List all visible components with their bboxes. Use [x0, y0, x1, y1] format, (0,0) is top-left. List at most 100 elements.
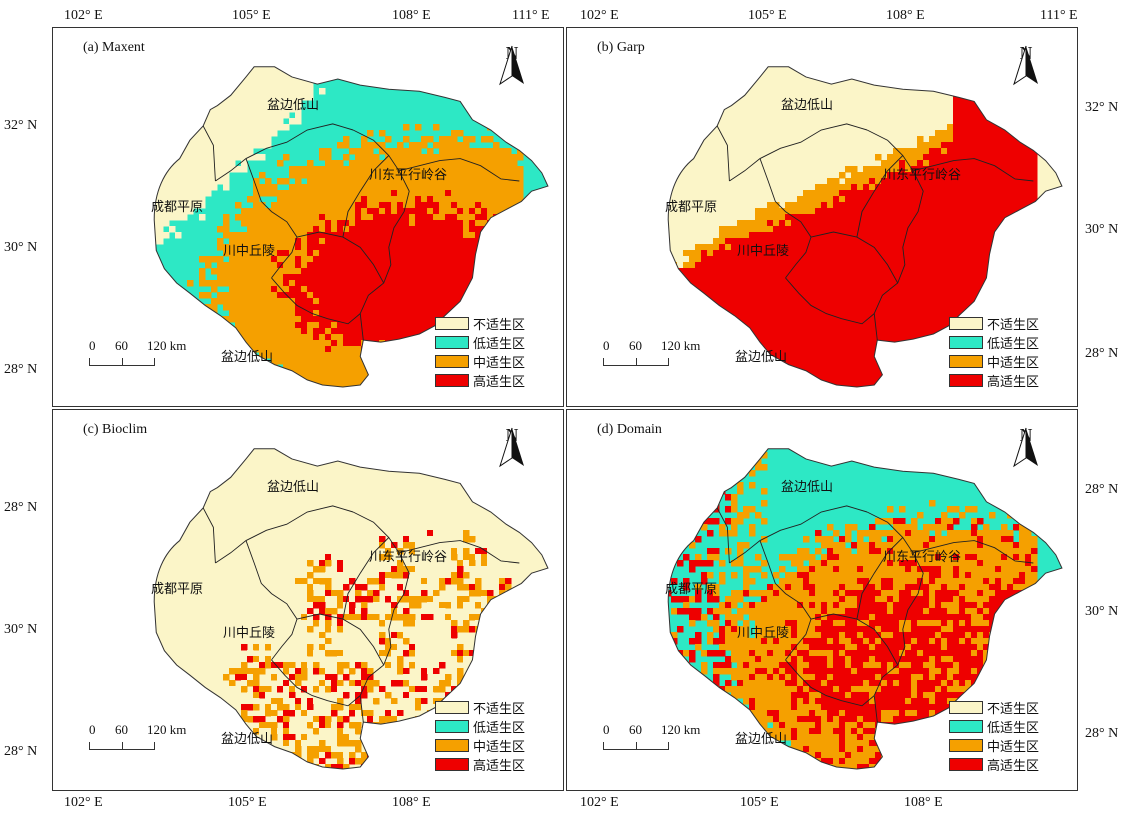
suitability-cell	[653, 244, 660, 251]
suitability-cell	[779, 232, 786, 239]
suitability-cell	[235, 232, 242, 239]
suitability-cell	[971, 184, 978, 191]
suitability-cell	[1001, 172, 1008, 179]
suitability-cell	[409, 298, 416, 305]
suitability-cell	[193, 124, 200, 131]
suitability-cell	[875, 256, 882, 263]
suitability-cell	[367, 208, 374, 215]
suitability-cell	[689, 66, 696, 71]
suitability-cell	[701, 94, 708, 101]
suitability-cell	[737, 76, 744, 83]
suitability-cell	[755, 238, 762, 245]
suitability-cell	[277, 274, 284, 281]
suitability-cell	[427, 190, 434, 197]
suitability-cell	[755, 292, 762, 299]
suitability-cell	[481, 292, 488, 299]
suitability-cell	[743, 94, 750, 101]
suitability-cell	[701, 214, 708, 221]
suitability-cell	[929, 184, 936, 191]
suitability-cell	[707, 172, 714, 179]
suitability-cell	[977, 220, 984, 227]
suitability-cell	[421, 370, 428, 377]
suitability-cell	[403, 124, 410, 131]
suitability-cell	[499, 184, 506, 191]
suitability-cell	[725, 82, 732, 89]
suitability-cell	[941, 148, 948, 155]
suitability-cell	[181, 112, 188, 119]
suitability-cell	[445, 298, 452, 305]
suitability-cell	[887, 310, 894, 317]
suitability-cell	[977, 208, 984, 215]
suitability-cell	[983, 58, 990, 65]
suitability-cell	[947, 142, 954, 149]
suitability-cell	[241, 100, 248, 107]
suitability-cell	[761, 58, 768, 65]
suitability-cell	[917, 268, 924, 275]
suitability-cell	[403, 172, 410, 179]
suitability-cell	[947, 220, 954, 227]
suitability-cell	[289, 166, 296, 173]
suitability-cell	[235, 118, 242, 125]
suitability-cell	[481, 148, 488, 155]
suitability-cell	[337, 286, 344, 293]
suitability-cell	[427, 370, 434, 377]
suitability-cell	[935, 256, 942, 263]
suitability-cell	[307, 184, 314, 191]
suitability-cell	[701, 274, 708, 281]
suitability-cell	[671, 202, 678, 209]
suitability-cell	[683, 190, 690, 197]
suitability-cell	[175, 118, 182, 125]
suitability-cell	[487, 172, 494, 179]
suitability-cell	[313, 280, 320, 287]
suitability-cell	[1001, 250, 1008, 257]
suitability-cell	[493, 148, 500, 155]
suitability-cell	[743, 124, 750, 131]
suitability-cell	[319, 76, 326, 83]
suitability-cell	[875, 280, 882, 287]
axis-bottom-right-lon-2: 108° E	[904, 795, 943, 810]
suitability-cell	[983, 184, 990, 191]
suitability-cell	[923, 286, 930, 293]
suitability-cell	[157, 58, 164, 65]
suitability-cell	[181, 136, 188, 143]
suitability-cell	[235, 154, 242, 161]
suitability-cell	[743, 178, 750, 185]
suitability-cell	[301, 364, 308, 371]
suitability-cell	[253, 250, 260, 257]
suitability-cell	[259, 76, 266, 83]
suitability-cell	[301, 202, 308, 209]
suitability-cell	[749, 136, 756, 143]
suitability-cell	[809, 232, 816, 239]
suitability-cell	[397, 274, 404, 281]
suitability-cell	[343, 268, 350, 275]
suitability-cell	[463, 232, 470, 239]
suitability-cell	[265, 298, 272, 305]
suitability-cell	[995, 238, 1002, 245]
suitability-cell	[289, 310, 296, 317]
suitability-cell	[881, 160, 888, 167]
suitability-cell	[307, 322, 314, 329]
suitability-cell	[941, 274, 948, 281]
suitability-cell	[995, 154, 1002, 161]
suitability-cell	[899, 208, 906, 215]
suitability-cell	[671, 100, 678, 107]
suitability-cell	[391, 178, 398, 185]
suitability-cell	[379, 196, 386, 203]
suitability-cell	[457, 166, 464, 173]
suitability-cell	[809, 262, 816, 269]
suitability-cell	[499, 190, 506, 197]
suitability-cell	[457, 130, 464, 137]
suitability-cell	[421, 334, 428, 341]
suitability-cell	[899, 214, 906, 221]
suitability-cell	[271, 358, 278, 365]
suitability-cell	[827, 208, 834, 215]
suitability-cell	[133, 64, 140, 71]
suitability-cell	[683, 268, 690, 275]
suitability-cell	[977, 214, 984, 221]
suitability-cell	[307, 382, 314, 388]
suitability-cell	[869, 250, 876, 257]
suitability-cell	[313, 328, 320, 335]
suitability-cell	[217, 124, 224, 131]
suitability-cell	[289, 208, 296, 215]
suitability-cell	[659, 226, 666, 233]
